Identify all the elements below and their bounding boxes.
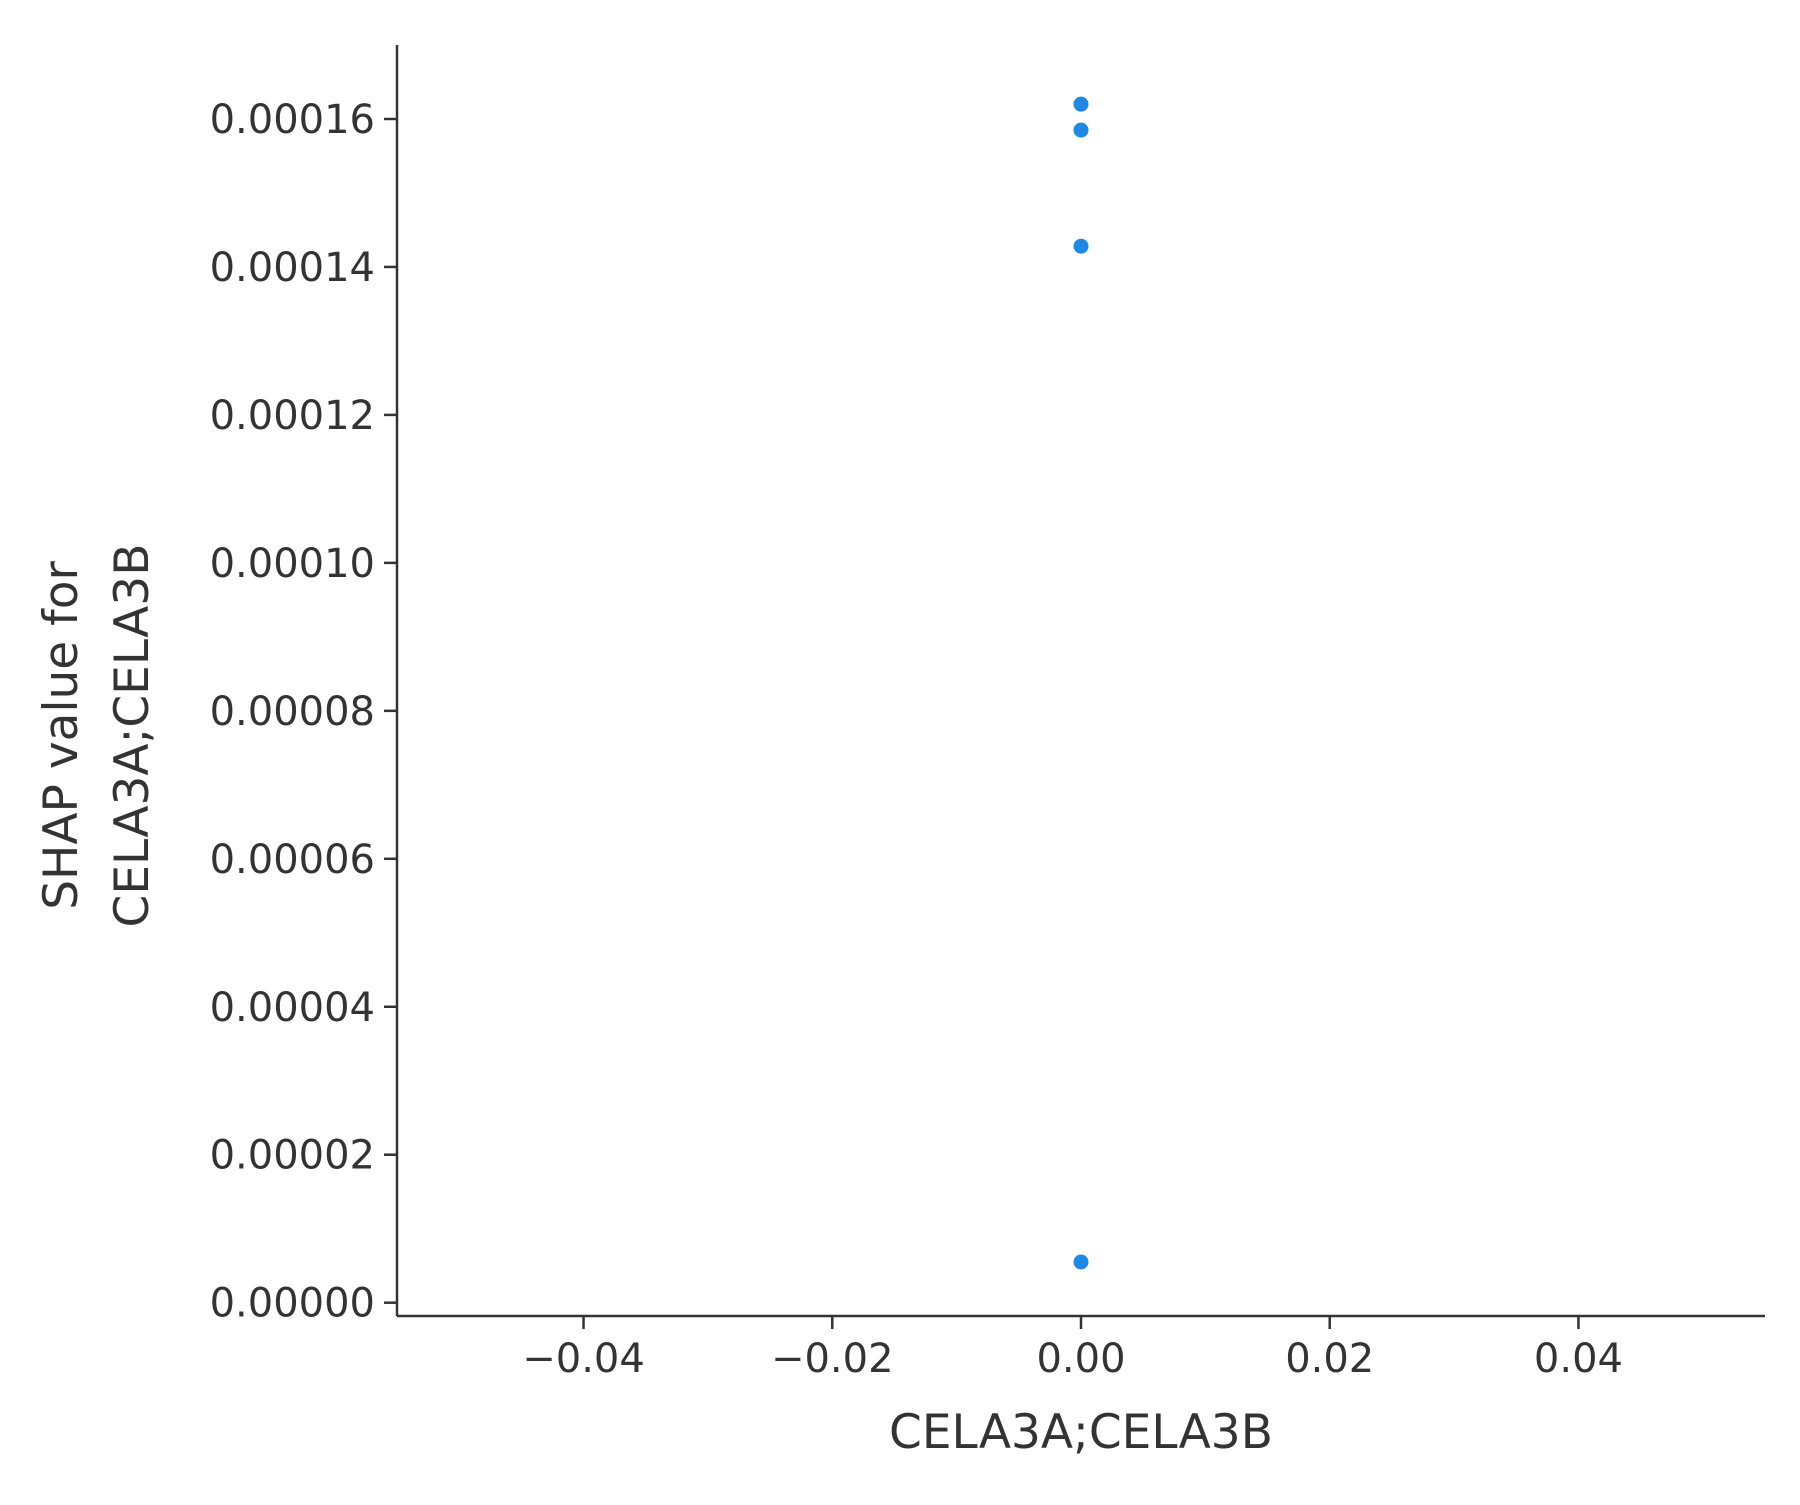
- y-tick-label: 0.00006: [210, 837, 375, 883]
- y-tick-label: 0.00014: [210, 245, 375, 291]
- y-tick-label: 0.00004: [210, 985, 375, 1031]
- y-tick-label: 0.00008: [210, 689, 375, 735]
- x-tick-label: 0.00: [1036, 1336, 1125, 1382]
- x-tick-label: 0.04: [1534, 1336, 1623, 1382]
- x-axis-ticks: −0.04 −0.02 0.00 0.02 0.04: [522, 1316, 1623, 1382]
- data-point: [1073, 122, 1089, 138]
- axes: [395, 45, 1765, 1318]
- y-tick-label: 0.00016: [210, 97, 375, 143]
- y-tick-label: 0.00010: [210, 541, 375, 587]
- x-axis-title: CELA3A;CELA3B: [889, 1405, 1273, 1460]
- y-axis-title: SHAP value for CELA3A;CELA3B: [34, 544, 160, 928]
- x-tick-label: −0.04: [522, 1336, 645, 1382]
- y-tick-label: 0.00002: [210, 1133, 375, 1179]
- x-tick-label: −0.02: [771, 1336, 894, 1382]
- y-axis-title-line-2: CELA3A;CELA3B: [105, 544, 160, 928]
- y-axis-title-line-1: SHAP value for: [34, 561, 89, 910]
- data-points: [1073, 96, 1089, 1270]
- data-point: [1073, 238, 1089, 254]
- y-tick-label: 0.00012: [210, 393, 375, 439]
- y-axis-ticks: 0.00000 0.00002 0.00004 0.00006 0.00008 0.000…: [210, 97, 397, 1327]
- x-tick-label: 0.02: [1285, 1336, 1374, 1382]
- data-point: [1073, 96, 1089, 112]
- data-point: [1073, 1254, 1089, 1270]
- y-tick-label: 0.00000: [210, 1281, 375, 1327]
